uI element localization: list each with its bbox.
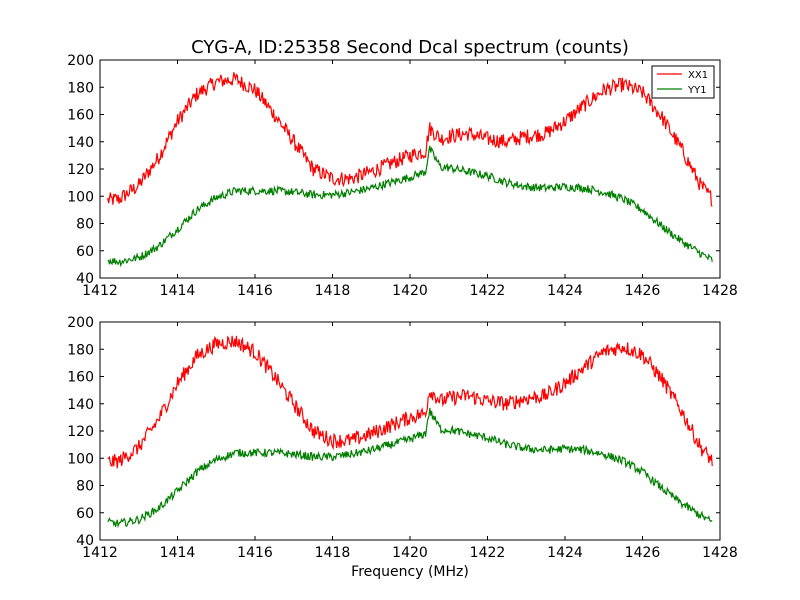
y-tick-label: 120: [67, 162, 94, 178]
x-tick-label: 1414: [160, 545, 196, 561]
legend-label-xx1: XX1: [688, 70, 708, 81]
x-tick-label: 1424: [547, 545, 583, 561]
axes-frame: [99, 59, 721, 279]
x-tick-label: 1420: [392, 283, 428, 299]
x-tick-label: 1412: [82, 545, 118, 561]
x-tick-label: 1418: [315, 283, 351, 299]
x-tick-label: 1416: [237, 283, 273, 299]
y-tick-label: 200: [67, 53, 94, 69]
x-tick-label: 1422: [470, 283, 506, 299]
y-tick-label: 80: [76, 479, 94, 495]
y-tick-label: 180: [67, 80, 94, 96]
x-tick-label: 1428: [702, 283, 738, 299]
y-tick-label: 180: [67, 342, 94, 358]
y-tick-label: 200: [67, 315, 94, 331]
axes-frame: [99, 321, 721, 541]
y-tick-label: 100: [67, 451, 94, 467]
series-line-xx-unlabeled: [107, 335, 713, 469]
y-tick-label: 60: [76, 244, 94, 260]
series-line-yy-unlabeled: [107, 407, 713, 529]
x-tick-label: 1412: [82, 283, 118, 299]
x-tick-label: 1426: [625, 283, 661, 299]
legend-label-yy1: YY1: [687, 85, 707, 96]
y-tick-label: 100: [67, 189, 94, 205]
x-tick-label: 1422: [470, 545, 506, 561]
bottom-spectrum-panel: 1412 1414 1416 1418 1420 1422 1424 1426 1428 40 60…: [67, 315, 738, 561]
y-tick-label: 80: [76, 217, 94, 233]
y-tick-label: 40: [76, 271, 94, 287]
y-tick-label: 60: [76, 506, 94, 522]
x-tick-label: 1428: [702, 545, 738, 561]
legend-box: [651, 65, 715, 99]
x-tick-label: 1420: [392, 545, 428, 561]
y-tick-label: 120: [67, 424, 94, 440]
x-axis-label: Frequency (MHz): [351, 564, 469, 580]
top-spectrum-panel: 1412 1414 1416 1418 1420 1422 1424 1426 1428 40 60…: [67, 53, 738, 299]
series-line-xx1: [107, 72, 713, 207]
chart-title: CYG-A, ID:25358 Second Dcal spectrum (co…: [191, 37, 629, 58]
x-tick-label: 1414: [160, 283, 196, 299]
x-tick-label: 1424: [547, 283, 583, 299]
y-tick-label: 160: [67, 108, 94, 124]
x-tick-label: 1416: [237, 545, 273, 561]
x-tick-label: 1418: [315, 545, 351, 561]
x-tick-label: 1426: [625, 545, 661, 561]
series-line-yy1: [107, 145, 713, 268]
y-tick-label: 140: [67, 397, 94, 413]
y-tick-label: 160: [67, 370, 94, 386]
y-tick-label: 40: [76, 533, 94, 549]
y-tick-label: 140: [67, 135, 94, 151]
